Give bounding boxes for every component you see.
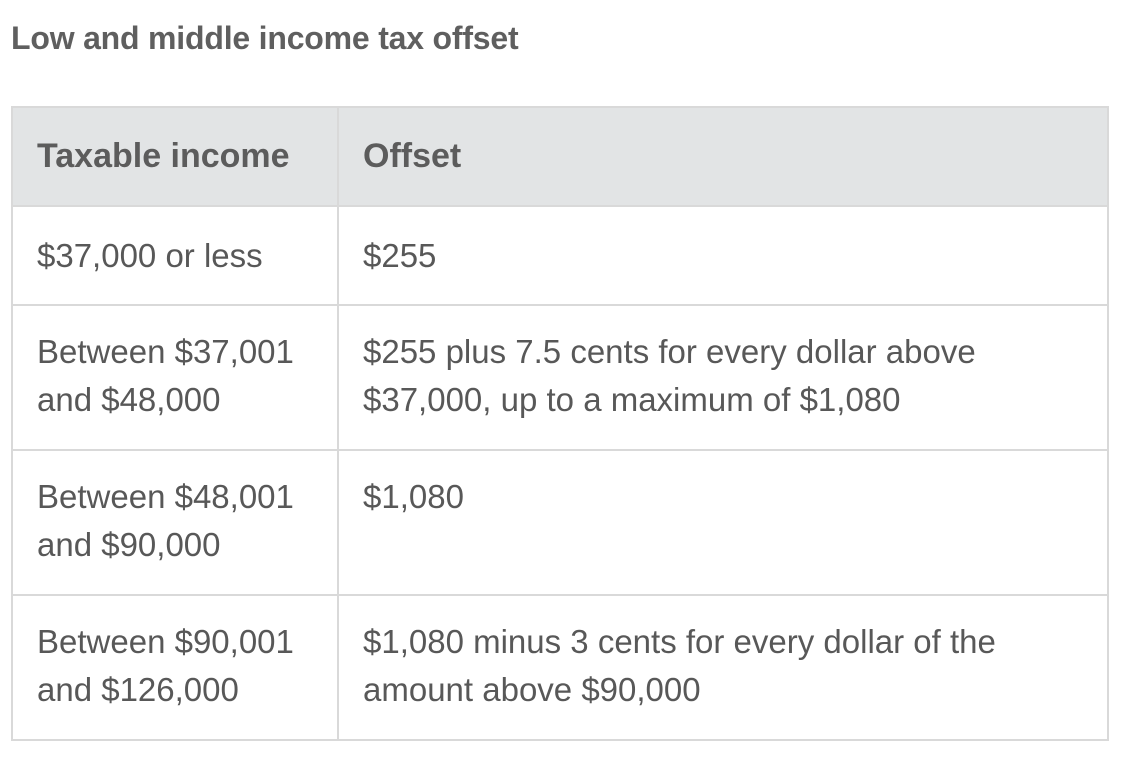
table-header-row: Taxable income Offset — [11, 106, 1109, 207]
offset-cell: $255 — [337, 205, 1109, 306]
table-row: Between $48,001 and $90,000 $1,080 — [11, 449, 1109, 596]
offset-cell: $1,080 minus 3 cents for every dollar of… — [337, 594, 1109, 741]
offset-cell: $255 plus 7.5 cents for every dollar abo… — [337, 304, 1109, 451]
table-row: Between $90,001 and $126,000 $1,080 minu… — [11, 594, 1109, 741]
column-header-offset: Offset — [337, 106, 1109, 207]
page-title: Low and middle income tax offset — [11, 20, 519, 56]
tax-offset-table: Taxable income Offset $37,000 or less $2… — [11, 106, 1109, 741]
income-cell: Between $37,001 and $48,000 — [11, 304, 339, 451]
income-cell: Between $48,001 and $90,000 — [11, 449, 339, 596]
income-cell: $37,000 or less — [11, 205, 339, 306]
table-row: Between $37,001 and $48,000 $255 plus 7.… — [11, 304, 1109, 451]
column-header-taxable-income: Taxable income — [11, 106, 339, 207]
offset-cell: $1,080 — [337, 449, 1109, 596]
income-cell: Between $90,001 and $126,000 — [11, 594, 339, 741]
table-row: $37,000 or less $255 — [11, 205, 1109, 306]
